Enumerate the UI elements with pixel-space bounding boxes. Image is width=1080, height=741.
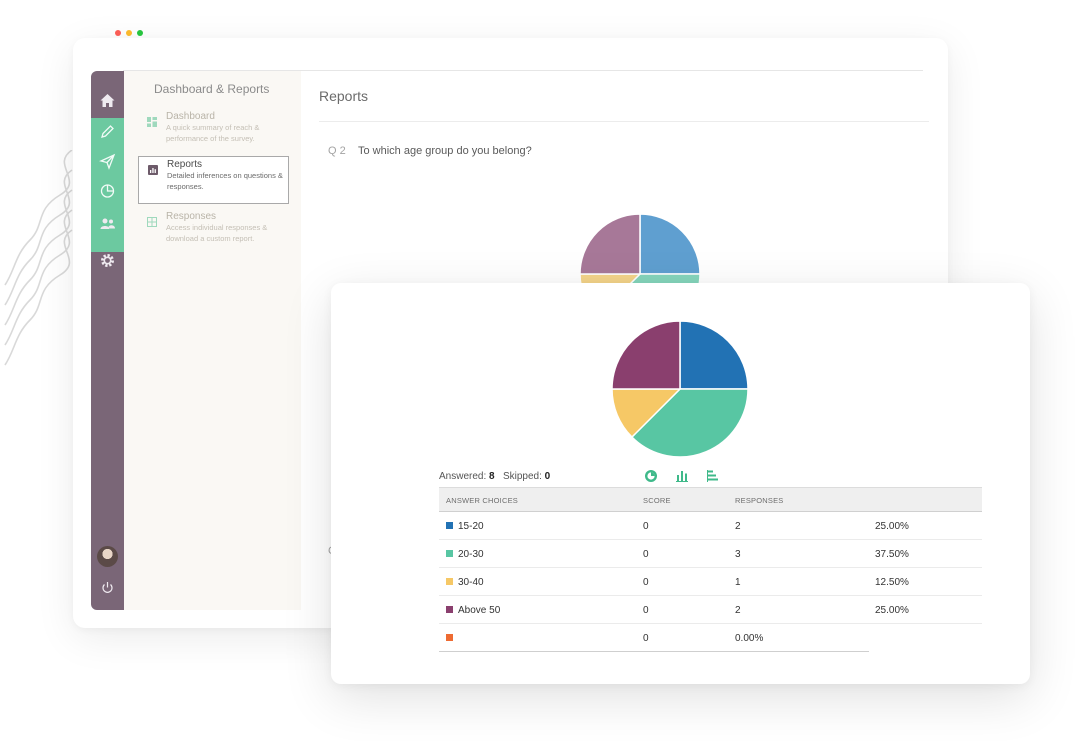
horizontal-bar-view-icon[interactable] bbox=[706, 469, 720, 483]
subnav-item-title: Responses bbox=[166, 211, 217, 222]
subnav-item-dashboard[interactable]: Dashboard A quick summary of reach & per… bbox=[138, 109, 289, 153]
window-controls bbox=[115, 30, 143, 36]
score-cell: 0 bbox=[643, 605, 649, 616]
title-divider bbox=[319, 121, 929, 122]
percent-cell: 25.00% bbox=[875, 605, 909, 616]
table-row: Above 50 0 2 25.00% bbox=[439, 596, 982, 624]
table-row: 0 0.00% bbox=[439, 624, 869, 652]
pie-slice-20-30[interactable] bbox=[630, 388, 749, 458]
table-header: ANSWER CHOICES SCORE RESPONSES bbox=[439, 487, 982, 512]
percent-cell: 25.00% bbox=[875, 521, 909, 532]
pie-slice-15-20[interactable] bbox=[639, 213, 701, 275]
pencil-icon[interactable] bbox=[99, 123, 116, 140]
choice-label: 15-20 bbox=[458, 521, 484, 532]
close-dot bbox=[115, 30, 121, 36]
responses-cell: 2 bbox=[735, 605, 741, 616]
subnav-item-reports[interactable]: Reports Detailed inferences on questions… bbox=[138, 156, 289, 204]
send-icon[interactable] bbox=[99, 153, 116, 170]
sidebar-rail bbox=[91, 71, 124, 610]
subnav-item-title: Reports bbox=[167, 159, 203, 170]
minimize-dot bbox=[126, 30, 132, 36]
results-table: ANSWER CHOICES SCORE RESPONSES 15-20 0 2… bbox=[439, 487, 982, 652]
pie-slice-15-20[interactable] bbox=[679, 320, 749, 390]
pie-slice-above-50[interactable] bbox=[611, 320, 681, 390]
subnav-panel: Dashboard & Reports Dashboard A quick su… bbox=[124, 71, 301, 610]
legend-swatch bbox=[446, 522, 453, 529]
reports-icon bbox=[148, 162, 158, 175]
choice-label: Above 50 bbox=[458, 605, 501, 616]
responses-cell: 2 bbox=[735, 521, 741, 532]
answered-count: 8 bbox=[489, 471, 495, 482]
subnav-title: Dashboard & Reports bbox=[154, 82, 270, 96]
home-icon[interactable] bbox=[99, 92, 116, 109]
gear-icon[interactable] bbox=[99, 252, 116, 269]
column-header: ANSWER CHOICES bbox=[446, 496, 518, 505]
pie-chart-icon[interactable] bbox=[99, 182, 116, 199]
subnav-item-title: Dashboard bbox=[166, 111, 215, 122]
table-row: 15-20 0 2 25.00% bbox=[439, 512, 982, 540]
question-number: Q 2 bbox=[328, 145, 346, 157]
choice-label: 20-30 bbox=[458, 549, 484, 560]
score-cell: 0 bbox=[643, 633, 649, 644]
subnav-item-desc: A quick summary of reach & performance o… bbox=[166, 123, 260, 143]
pie-slice-above-50[interactable] bbox=[579, 213, 641, 275]
column-header: RESPONSES bbox=[735, 496, 784, 505]
responses-cell: 3 bbox=[735, 549, 741, 560]
dashboard-icon bbox=[147, 114, 157, 127]
bar-view-icon[interactable] bbox=[675, 469, 689, 483]
table-icon bbox=[147, 214, 157, 227]
page-title: Reports bbox=[319, 88, 369, 104]
power-icon[interactable] bbox=[99, 579, 116, 596]
age-group-pie-chart bbox=[611, 320, 749, 458]
score-cell: 0 bbox=[643, 521, 649, 532]
score-cell: 0 bbox=[643, 577, 649, 588]
score-cell: 0 bbox=[643, 549, 649, 560]
subnav-item-responses[interactable]: Responses Access individual responses & … bbox=[138, 209, 289, 253]
pie-view-icon[interactable] bbox=[644, 469, 658, 483]
subnav-item-desc: Access individual responses & download a… bbox=[166, 223, 268, 243]
legend-swatch bbox=[446, 634, 453, 641]
user-avatar[interactable] bbox=[97, 546, 118, 567]
users-icon[interactable] bbox=[99, 215, 116, 232]
legend-swatch bbox=[446, 578, 453, 585]
legend-swatch bbox=[446, 606, 453, 613]
column-header: SCORE bbox=[643, 496, 671, 505]
percent-cell: 37.50% bbox=[875, 549, 909, 560]
choice-label: 30-40 bbox=[458, 577, 484, 588]
legend-swatch bbox=[446, 550, 453, 557]
table-row: 20-30 0 3 37.50% bbox=[439, 540, 982, 568]
response-summary: Answered: 8 Skipped: 0 bbox=[439, 471, 550, 482]
skipped-count: 0 bbox=[544, 471, 551, 482]
table-row: 30-40 0 1 12.50% bbox=[439, 568, 982, 596]
responses-cell: 1 bbox=[735, 577, 741, 588]
chart-view-switcher bbox=[644, 469, 720, 483]
decorative-waves bbox=[4, 150, 73, 366]
percent-cell: 12.50% bbox=[875, 577, 909, 588]
responses-cell: 0.00% bbox=[735, 633, 764, 644]
subnav-item-desc: Detailed inferences on questions & respo… bbox=[167, 171, 283, 191]
top-divider bbox=[123, 70, 923, 71]
answered-label: Answered: bbox=[439, 471, 487, 482]
skipped-label: Skipped: bbox=[502, 471, 542, 482]
question-text: To which age group do you belong? bbox=[358, 145, 532, 157]
maximize-dot bbox=[137, 30, 143, 36]
